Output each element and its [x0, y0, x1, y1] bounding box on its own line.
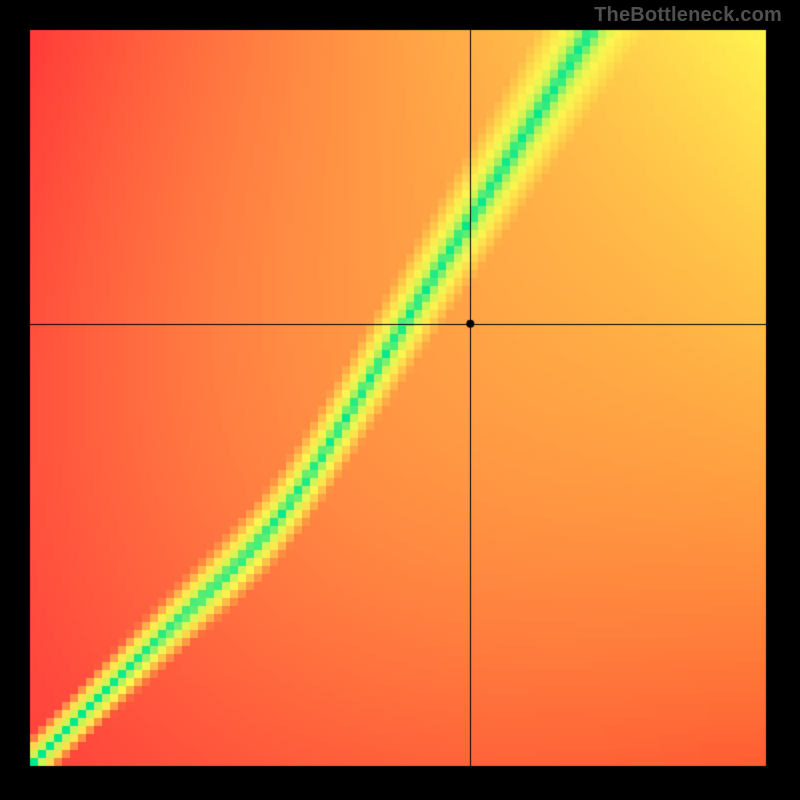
watermark-label: TheBottleneck.com — [594, 4, 782, 27]
chart-container: { "watermark": { "text": "TheBottleneck.… — [0, 0, 800, 800]
bottleneck-heatmap — [0, 0, 800, 800]
